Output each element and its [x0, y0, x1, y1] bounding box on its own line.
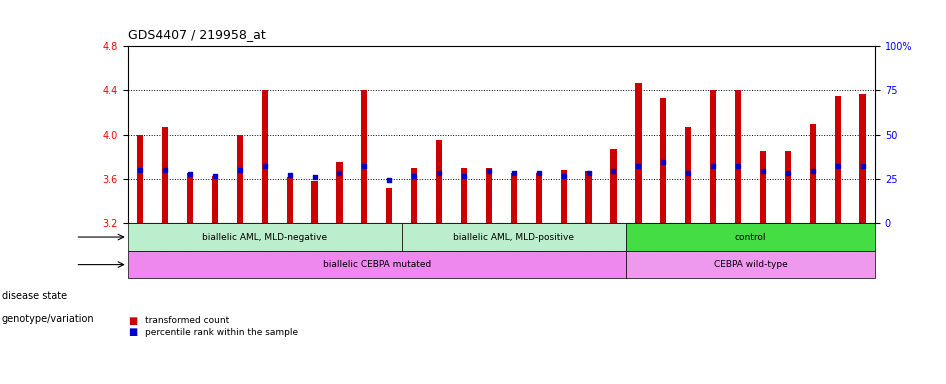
Point [431, 170, 447, 176]
Bar [810, 124, 815, 223]
Text: biallelic CEBPA mutated: biallelic CEBPA mutated [323, 260, 431, 269]
Point [407, 173, 422, 179]
Bar [860, 94, 866, 223]
Point [307, 174, 322, 180]
Bar [402, 223, 626, 251]
Bar [212, 175, 218, 223]
Point [233, 167, 248, 173]
Bar [586, 171, 591, 223]
Text: percentile rank within the sample: percentile rank within the sample [145, 328, 298, 337]
Bar [236, 135, 243, 223]
Point [332, 170, 347, 176]
Bar [162, 127, 168, 223]
Point [382, 177, 397, 183]
Bar [386, 188, 393, 223]
Bar [636, 83, 641, 223]
Text: biallelic AML, MLD-negative: biallelic AML, MLD-negative [202, 233, 327, 242]
Point [257, 162, 272, 169]
Point [755, 167, 770, 174]
Bar [311, 181, 318, 223]
Bar [461, 168, 467, 223]
Text: disease state: disease state [2, 291, 67, 301]
Point [605, 167, 621, 174]
Bar [561, 170, 567, 223]
Text: GDS4407 / 219958_at: GDS4407 / 219958_at [128, 28, 266, 41]
Point [132, 167, 148, 173]
Point [855, 162, 870, 169]
Bar [436, 140, 442, 223]
Text: control: control [735, 233, 766, 242]
Text: ■: ■ [128, 316, 137, 326]
Point [207, 172, 222, 179]
Point [780, 170, 796, 176]
Bar [486, 168, 492, 223]
Point [282, 172, 297, 178]
Bar [660, 98, 666, 223]
Bar [610, 149, 617, 223]
Point [706, 162, 721, 169]
Point [456, 173, 471, 179]
Bar [760, 151, 766, 223]
Bar [685, 127, 692, 223]
Bar [511, 174, 517, 223]
Bar [361, 90, 367, 223]
Bar [262, 90, 268, 223]
Bar [128, 251, 626, 278]
Point [157, 167, 172, 173]
Bar [137, 135, 143, 223]
Bar [535, 174, 542, 223]
Point [805, 167, 820, 174]
Point [730, 162, 745, 169]
Bar [287, 177, 292, 223]
Bar [412, 168, 417, 223]
Text: ■: ■ [128, 327, 137, 337]
Bar [128, 223, 402, 251]
Bar [710, 90, 716, 223]
Point [831, 162, 846, 169]
Point [482, 167, 497, 174]
Bar [626, 251, 875, 278]
Bar [834, 96, 841, 223]
Text: biallelic AML, MLD-positive: biallelic AML, MLD-positive [453, 233, 574, 242]
Point [581, 170, 596, 176]
Bar [337, 162, 342, 223]
Bar [187, 174, 193, 223]
Point [556, 173, 571, 179]
Point [506, 170, 521, 176]
Bar [735, 90, 741, 223]
Text: CEBPA wild-type: CEBPA wild-type [713, 260, 787, 269]
Point [532, 170, 547, 176]
Text: genotype/variation: genotype/variation [2, 314, 95, 324]
Point [631, 162, 646, 169]
Point [183, 171, 198, 177]
Point [681, 170, 696, 176]
Point [357, 162, 372, 169]
Bar [626, 223, 875, 251]
Point [656, 159, 671, 165]
Text: transformed count: transformed count [145, 316, 229, 325]
Bar [785, 151, 791, 223]
